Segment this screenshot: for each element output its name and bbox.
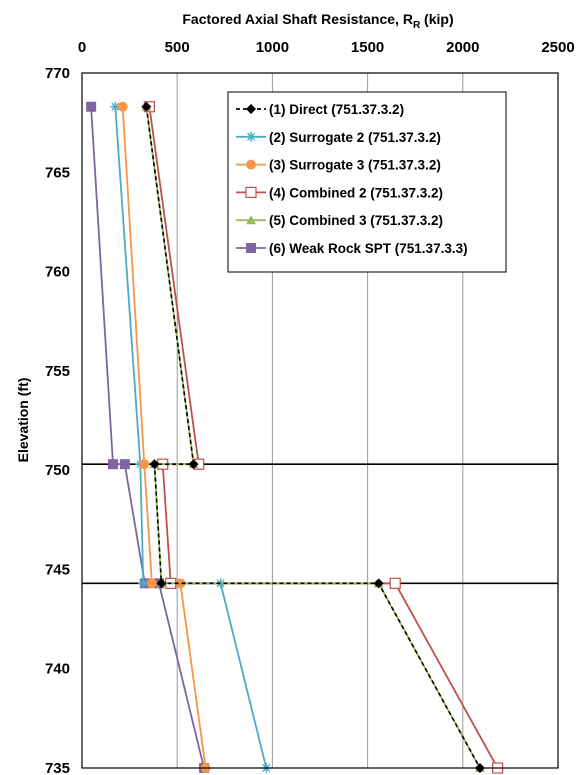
y-tick-label: 735 [45, 760, 70, 775]
y-tick-label: 750 [45, 462, 70, 479]
series-1-point [149, 459, 160, 470]
legend-swatch-marker [245, 186, 257, 198]
x-axis-title-unit: (kip) [420, 11, 453, 27]
legend-swatch-marker [246, 159, 256, 170]
x-tick-labels: 0 500 1000 1500 2000 2500 [78, 39, 575, 56]
legend-label: (1) Direct (751.37.3.2) [269, 102, 404, 117]
series-3-point [139, 459, 150, 470]
x-tick-label: 2000 [446, 39, 479, 56]
reference-lines [82, 463, 558, 585]
series-1-point [141, 101, 152, 112]
series-4-line [148, 106, 499, 769]
legend-box [227, 91, 507, 273]
series-6-point [119, 459, 130, 470]
y-tick-label: 770 [45, 65, 70, 82]
plot-frame [81, 72, 559, 769]
x-tick-label: 500 [165, 39, 190, 56]
x-tick-label: 2500 [541, 39, 574, 56]
series-2-point [138, 578, 149, 589]
series-3-line [121, 106, 207, 769]
y-tick-label: 760 [45, 264, 70, 281]
legend-label: (2) Surrogate 2 (751.37.3.2) [269, 130, 441, 145]
series-1-line [145, 106, 481, 769]
series-1-point [156, 578, 167, 589]
series-3-point [117, 101, 128, 112]
series-1-point [373, 578, 384, 589]
x-tick-label: 0 [78, 39, 86, 56]
x-tick-label: 1000 [256, 39, 289, 56]
y-axis-title: Elevation (ft) [15, 378, 31, 463]
series-4-point [389, 577, 401, 589]
x-axis-title-subscript: R [413, 20, 421, 31]
series-6-point [86, 101, 97, 112]
x-axis-title: Factored Axial Shaft Resistance, RR (kip… [182, 11, 453, 31]
x-tick-label: 1500 [351, 39, 384, 56]
series-3 [117, 101, 211, 773]
legend-label: (4) Combined 2 (751.37.3.2) [269, 185, 443, 200]
legend-swatch-marker [246, 131, 256, 142]
y-tick-label: 745 [45, 561, 70, 578]
series-3-point [146, 578, 157, 589]
y-tick-label: 740 [45, 661, 70, 678]
legend-swatch-marker [246, 104, 256, 114]
series-1-point [188, 459, 199, 470]
legend-swatch-marker [246, 243, 256, 253]
series-6-point [108, 459, 119, 470]
legend-swatch-marker [246, 215, 256, 225]
y-tick-label: 765 [45, 164, 70, 181]
y-tick-label: 755 [45, 363, 70, 380]
x-axis-title-main: Factored Axial Shaft Resistance, R [182, 11, 413, 27]
legend-label: (6) Weak Rock SPT (751.37.3.3) [269, 241, 468, 256]
series-6-line [90, 106, 205, 769]
legend-label: (3) Surrogate 3 (751.37.3.2) [269, 158, 441, 173]
y-tick-labels: 770 765 760 755 750 745 740 735 [45, 65, 70, 775]
series-1 [141, 101, 485, 773]
legend-label: (5) Combined 3 (751.37.3.2) [269, 213, 443, 228]
series-group [86, 101, 504, 774]
legend: (1) Direct (751.37.3.2) (2) Surrogate 2 (… [227, 91, 507, 273]
